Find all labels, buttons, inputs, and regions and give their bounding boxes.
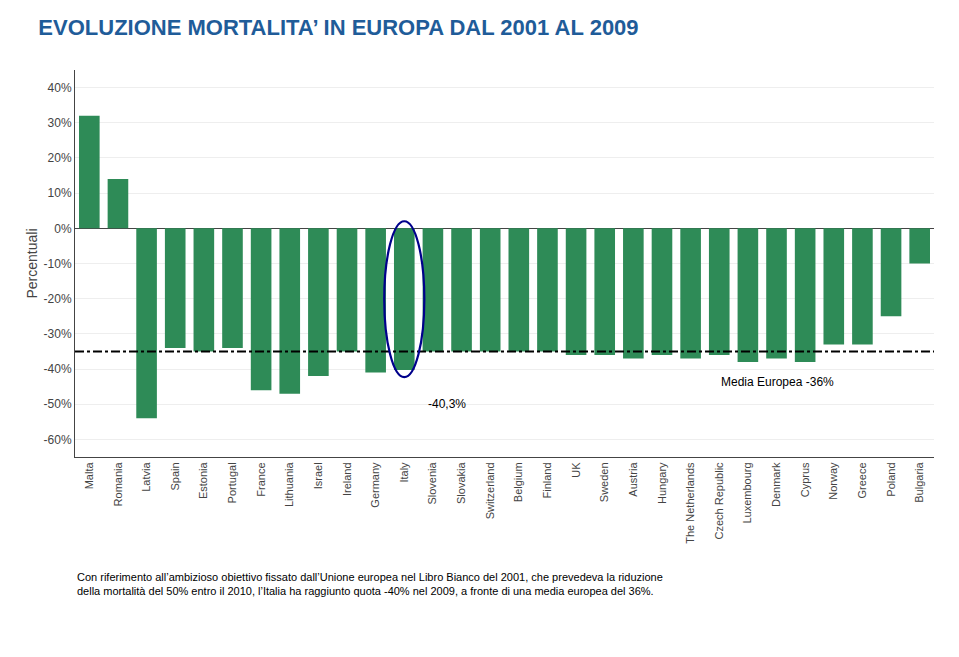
svg-text:Romania: Romania [112, 462, 124, 507]
svg-text:Slovakia: Slovakia [455, 462, 467, 504]
svg-text:0%: 0% [54, 222, 72, 236]
svg-text:Israel: Israel [312, 462, 324, 489]
svg-text:30%: 30% [48, 116, 72, 130]
svg-text:Percentuali: Percentuali [24, 228, 40, 298]
svg-text:-60%: -60% [44, 433, 72, 447]
svg-text:-20%: -20% [44, 292, 72, 306]
svg-text:-40%: -40% [44, 362, 72, 376]
svg-text:Con riferimento all’ambizioso: Con riferimento all’ambizioso obiettivo … [77, 571, 663, 597]
svg-text:20%: 20% [48, 151, 72, 165]
svg-text:Hungary: Hungary [656, 462, 668, 504]
svg-text:Estonia: Estonia [197, 462, 209, 500]
svg-text:Austria: Austria [627, 462, 639, 497]
svg-text:Lithuania: Lithuania [283, 462, 295, 508]
svg-text:Malta: Malta [83, 462, 95, 490]
svg-text:Switzerland: Switzerland [484, 462, 496, 519]
svg-text:EVOLUZIONE MORTALITA’ IN EUROP: EVOLUZIONE MORTALITA’ IN EUROPA DAL 2001… [38, 15, 638, 40]
svg-text:Latvia: Latvia [140, 462, 152, 492]
svg-text:-10%: -10% [44, 257, 72, 271]
svg-text:Luxembourg: Luxembourg [741, 462, 753, 523]
svg-text:10%: 10% [48, 186, 72, 200]
svg-text:-30%: -30% [44, 327, 72, 341]
svg-text:Belgium: Belgium [512, 462, 524, 502]
svg-text:Bulgaria: Bulgaria [913, 462, 925, 503]
svg-text:Italy: Italy [398, 462, 410, 483]
svg-text:Ireland: Ireland [341, 462, 353, 496]
svg-text:Portugal: Portugal [226, 462, 238, 503]
svg-text:Cyprus: Cyprus [799, 462, 811, 497]
svg-text:Czech Republic: Czech Republic [713, 462, 725, 540]
svg-text:Media Europea -36%: Media Europea -36% [721, 375, 834, 389]
svg-text:Greece: Greece [856, 462, 868, 498]
svg-text:Slovenia: Slovenia [426, 462, 438, 505]
svg-text:40%: 40% [48, 81, 72, 95]
svg-text:Spain: Spain [169, 462, 181, 490]
svg-text:Finland: Finland [541, 462, 553, 498]
svg-text:-50%: -50% [44, 397, 72, 411]
svg-text:Norway: Norway [827, 462, 839, 500]
svg-text:The Netherlands: The Netherlands [684, 462, 696, 544]
svg-text:France: France [255, 462, 267, 496]
svg-text:Poland: Poland [885, 462, 897, 496]
svg-text:Germany: Germany [369, 462, 381, 508]
svg-text:-40,3%: -40,3% [428, 397, 466, 411]
svg-text:UK: UK [570, 462, 582, 478]
svg-text:Denmark: Denmark [770, 462, 782, 507]
svg-text:Sweden: Sweden [598, 462, 610, 502]
